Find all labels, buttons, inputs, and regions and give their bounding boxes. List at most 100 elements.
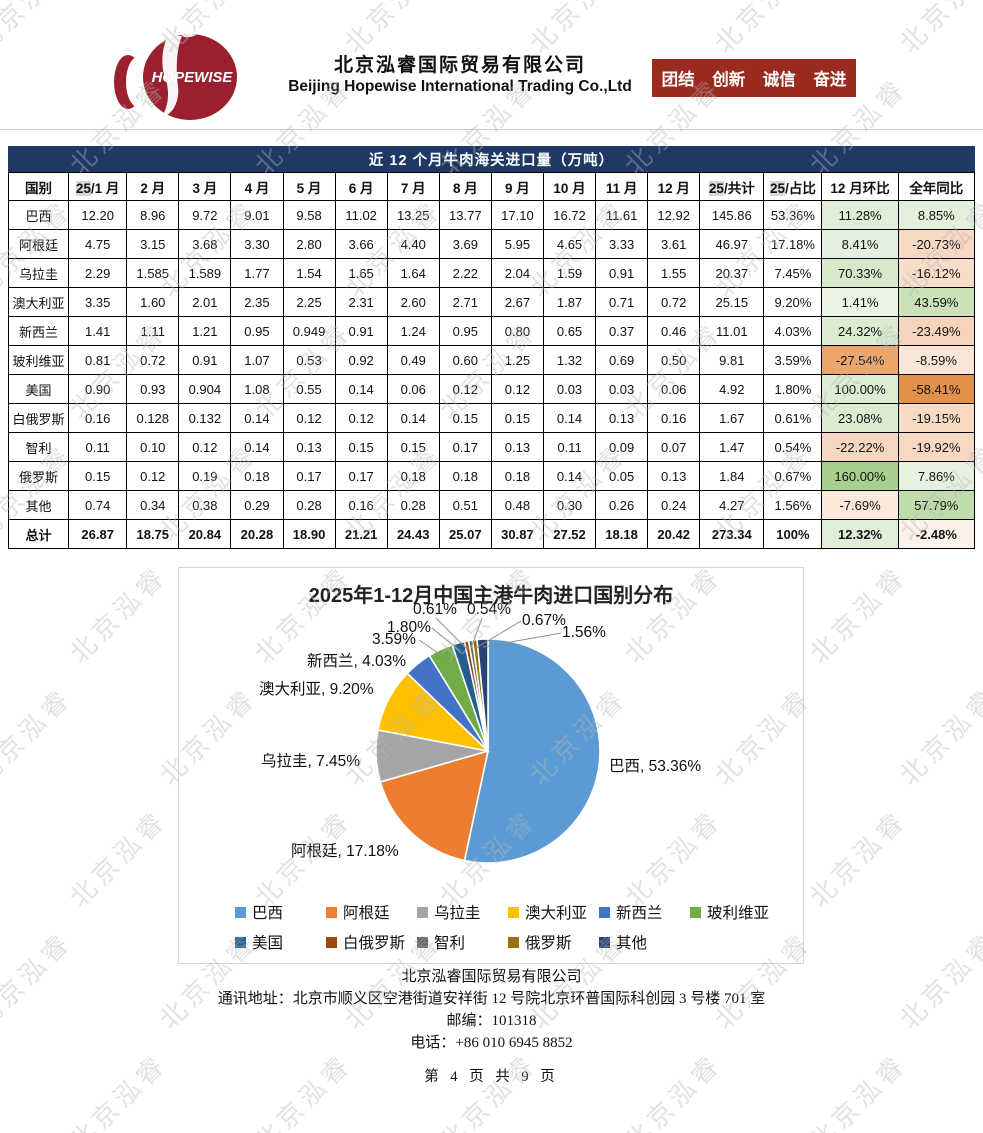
value-cell: 1.87 [542,287,597,317]
value-cell: 0.12 [438,374,492,404]
value-cell: 1.56% [763,490,823,520]
value-cell: 0.13 [595,403,649,433]
value-cell: 0.65 [542,316,597,346]
value-cell: 0.12 [490,374,544,404]
value-cell: 0.14 [334,374,388,404]
value-cell: 0.34 [126,490,180,520]
country-cell: 总计 [7,519,70,549]
value-cell: 1.65 [334,258,388,288]
mom-cell: 70.33% [821,258,899,288]
page-number: 第 4 页 共 9 页 [424,1069,559,1085]
pie-slice-阿根廷 [379,749,490,862]
pie-slice-巴西 [463,638,601,864]
legend-item-其他: 其他 [599,931,690,953]
column-header: 4 月 [230,172,284,201]
legend-swatch [508,936,519,948]
country-cell: 新西兰 [7,316,70,346]
value-cell: 0.132 [178,403,232,433]
value-cell: 0.06 [647,374,701,404]
pie-label: 0.54% [467,601,511,618]
pie-label: 3.59% [372,631,416,648]
value-cell: 2.22 [438,258,492,288]
table-row: 玻利维亚 0.81 0.72 0.91 1.07 0.53 0.92 0.49 0.60 1.25… [7,345,976,375]
value-cell: 0.18 [230,461,284,491]
value-cell: 0.12 [282,403,336,433]
value-cell: 0.55 [282,374,336,404]
legend-label: 巴西 [252,905,284,922]
value-cell: 0.16 [647,403,701,433]
country-cell: 阿根廷 [7,229,70,259]
value-cell: 26.87 [68,519,128,549]
legend-swatch [508,906,519,918]
value-cell: 1.84 [699,461,765,491]
value-cell: 20.28 [230,519,284,549]
pie-chart [375,617,601,864]
legend-label: 白俄罗斯 [343,935,406,952]
value-cell: 25.15 [699,287,765,317]
value-cell: 1.07 [230,345,284,375]
value-cell: 0.13 [490,432,544,462]
pie-chart-box: 2025年1-12月中国主港牛肉进口国别分布 巴西, 53.36% 阿根廷, 17… [178,567,804,964]
value-cell: 1.67 [699,403,765,433]
table-row: 新西兰 1.41 1.11 1.21 0.95 0.949 0.91 1.24 0.95 0.80… [7,316,976,346]
value-cell: 0.91 [334,316,388,346]
value-cell: 21.21 [334,519,388,549]
yoy-cell: -19.15% [897,403,976,433]
value-cell: 1.55 [647,258,701,288]
value-cell: 0.72 [647,287,701,317]
value-cell: 0.17 [438,432,492,462]
value-cell: 0.15 [334,432,388,462]
legend-label: 澳大利亚 [525,905,588,922]
legend-item-新西兰: 新西兰 [599,901,690,923]
column-header: 25/1 月 [68,172,128,201]
column-header: 国别 [7,172,70,201]
legend-swatch [326,906,337,918]
value-cell: 3.35 [68,287,128,317]
legend-item-玻利维亚: 玻利维亚 [690,901,781,923]
watermark-text: 北京泓睿 [804,560,913,670]
value-cell: 0.16 [334,490,388,520]
value-cell: 20.37 [699,258,765,288]
value-cell: 0.18 [490,461,544,491]
chart-title: 2025年1-12月中国主港牛肉进口国别分布 [308,585,674,607]
column-header: 6 月 [334,172,388,201]
company-name-en: Beijing Hopewise International Trading C… [288,78,632,95]
value-cell: 9.58 [282,200,336,230]
legend-item-美国: 美国 [235,931,326,953]
legend-swatch [417,906,428,918]
watermark-text: 北京泓睿 [64,804,173,914]
value-cell: 0.12 [334,403,388,433]
legend-swatch [599,906,610,918]
pie-label: 0.67% [522,612,566,629]
value-cell: 4.03% [763,316,823,346]
value-cell: 0.53 [282,345,336,375]
mom-cell: 160.00% [821,461,899,491]
table-row: 阿根廷 4.75 3.15 3.68 3.30 2.80 3.66 4.40 3.69 5.95 4… [7,229,976,259]
value-cell: 0.72 [126,345,180,375]
value-cell: 0.28 [386,490,440,520]
column-header: 2 月 [126,172,180,201]
value-cell: 0.60 [438,345,492,375]
value-cell: 0.904 [178,374,232,404]
mom-cell: 24.32% [821,316,899,346]
value-cell: 0.14 [230,432,284,462]
watermark-text: 北京泓睿 [64,560,173,670]
value-cell: 25.07 [438,519,492,549]
legend-label: 其他 [616,935,648,952]
value-cell: 0.15 [386,432,440,462]
value-cell: 0.06 [386,374,440,404]
value-cell: 0.93 [126,374,180,404]
value-cell: 273.34 [699,519,765,549]
watermark-text: 北京泓睿 [804,804,913,914]
value-cell: 0.90 [68,374,128,404]
legend-label: 阿根廷 [343,905,390,922]
value-cell: 18.18 [595,519,649,549]
value-cell: 1.11 [126,316,180,346]
value-cell: 9.01 [230,200,284,230]
value-cell: 0.05 [595,461,649,491]
value-cell: 1.589 [178,258,232,288]
table-row: 总计 26.87 18.75 20.84 20.28 18.90 21.21 24.43 25.… [7,519,976,549]
watermark-text: 北京泓睿 [709,0,818,60]
value-cell: 0.54% [763,432,823,462]
value-cell: 4.27 [699,490,765,520]
